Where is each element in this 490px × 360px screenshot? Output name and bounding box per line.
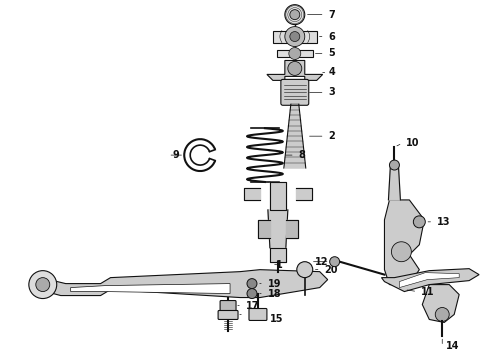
Polygon shape: [286, 147, 303, 152]
Text: 11: 11: [421, 287, 435, 297]
Text: 3: 3: [329, 87, 336, 97]
FancyBboxPatch shape: [218, 310, 238, 319]
Polygon shape: [286, 220, 298, 238]
Circle shape: [247, 279, 257, 289]
Circle shape: [288, 62, 302, 75]
Polygon shape: [287, 136, 302, 141]
Text: 14: 14: [446, 341, 460, 351]
Polygon shape: [291, 104, 299, 109]
Polygon shape: [277, 50, 313, 58]
Polygon shape: [284, 163, 305, 168]
Circle shape: [247, 289, 257, 298]
Polygon shape: [288, 131, 302, 136]
Polygon shape: [285, 157, 305, 163]
Polygon shape: [382, 269, 479, 292]
Polygon shape: [287, 141, 303, 147]
Circle shape: [29, 271, 57, 298]
Circle shape: [285, 5, 305, 24]
Polygon shape: [268, 210, 288, 248]
Text: 1: 1: [276, 260, 283, 270]
Polygon shape: [273, 31, 317, 42]
Polygon shape: [385, 200, 424, 285]
Text: 16: 16: [248, 310, 262, 319]
Circle shape: [414, 216, 425, 228]
Polygon shape: [290, 115, 300, 120]
FancyBboxPatch shape: [249, 309, 267, 320]
Text: 5: 5: [329, 49, 336, 58]
Polygon shape: [244, 188, 260, 200]
Text: 2: 2: [329, 131, 336, 141]
Circle shape: [390, 160, 399, 170]
Text: 15: 15: [270, 314, 283, 324]
Text: 18: 18: [268, 289, 282, 298]
Polygon shape: [289, 126, 301, 131]
Circle shape: [330, 257, 340, 267]
Text: 7: 7: [329, 10, 336, 20]
Text: 6: 6: [329, 32, 336, 41]
Polygon shape: [267, 60, 323, 80]
Polygon shape: [290, 109, 299, 115]
FancyBboxPatch shape: [220, 301, 236, 311]
Polygon shape: [286, 152, 304, 157]
Polygon shape: [389, 165, 400, 200]
Circle shape: [297, 262, 313, 278]
Polygon shape: [270, 248, 286, 262]
Circle shape: [36, 278, 50, 292]
Circle shape: [392, 242, 412, 262]
Circle shape: [290, 32, 300, 41]
Circle shape: [290, 10, 300, 20]
Text: 9: 9: [172, 150, 179, 160]
Polygon shape: [296, 188, 312, 200]
Polygon shape: [422, 285, 459, 323]
Text: 13: 13: [437, 217, 451, 227]
Polygon shape: [258, 220, 270, 238]
Polygon shape: [31, 270, 328, 298]
Text: 12: 12: [315, 257, 328, 267]
Polygon shape: [399, 273, 459, 288]
Text: 10: 10: [406, 138, 420, 148]
Circle shape: [435, 307, 449, 321]
Circle shape: [289, 48, 301, 59]
Polygon shape: [289, 120, 300, 126]
Polygon shape: [270, 182, 286, 210]
Polygon shape: [71, 284, 230, 293]
Text: 20: 20: [325, 265, 338, 275]
FancyBboxPatch shape: [281, 80, 309, 105]
Text: 17: 17: [246, 301, 260, 311]
Text: 4: 4: [329, 67, 336, 77]
Text: 8: 8: [299, 150, 306, 160]
Text: 19: 19: [268, 279, 281, 289]
Circle shape: [285, 27, 305, 46]
